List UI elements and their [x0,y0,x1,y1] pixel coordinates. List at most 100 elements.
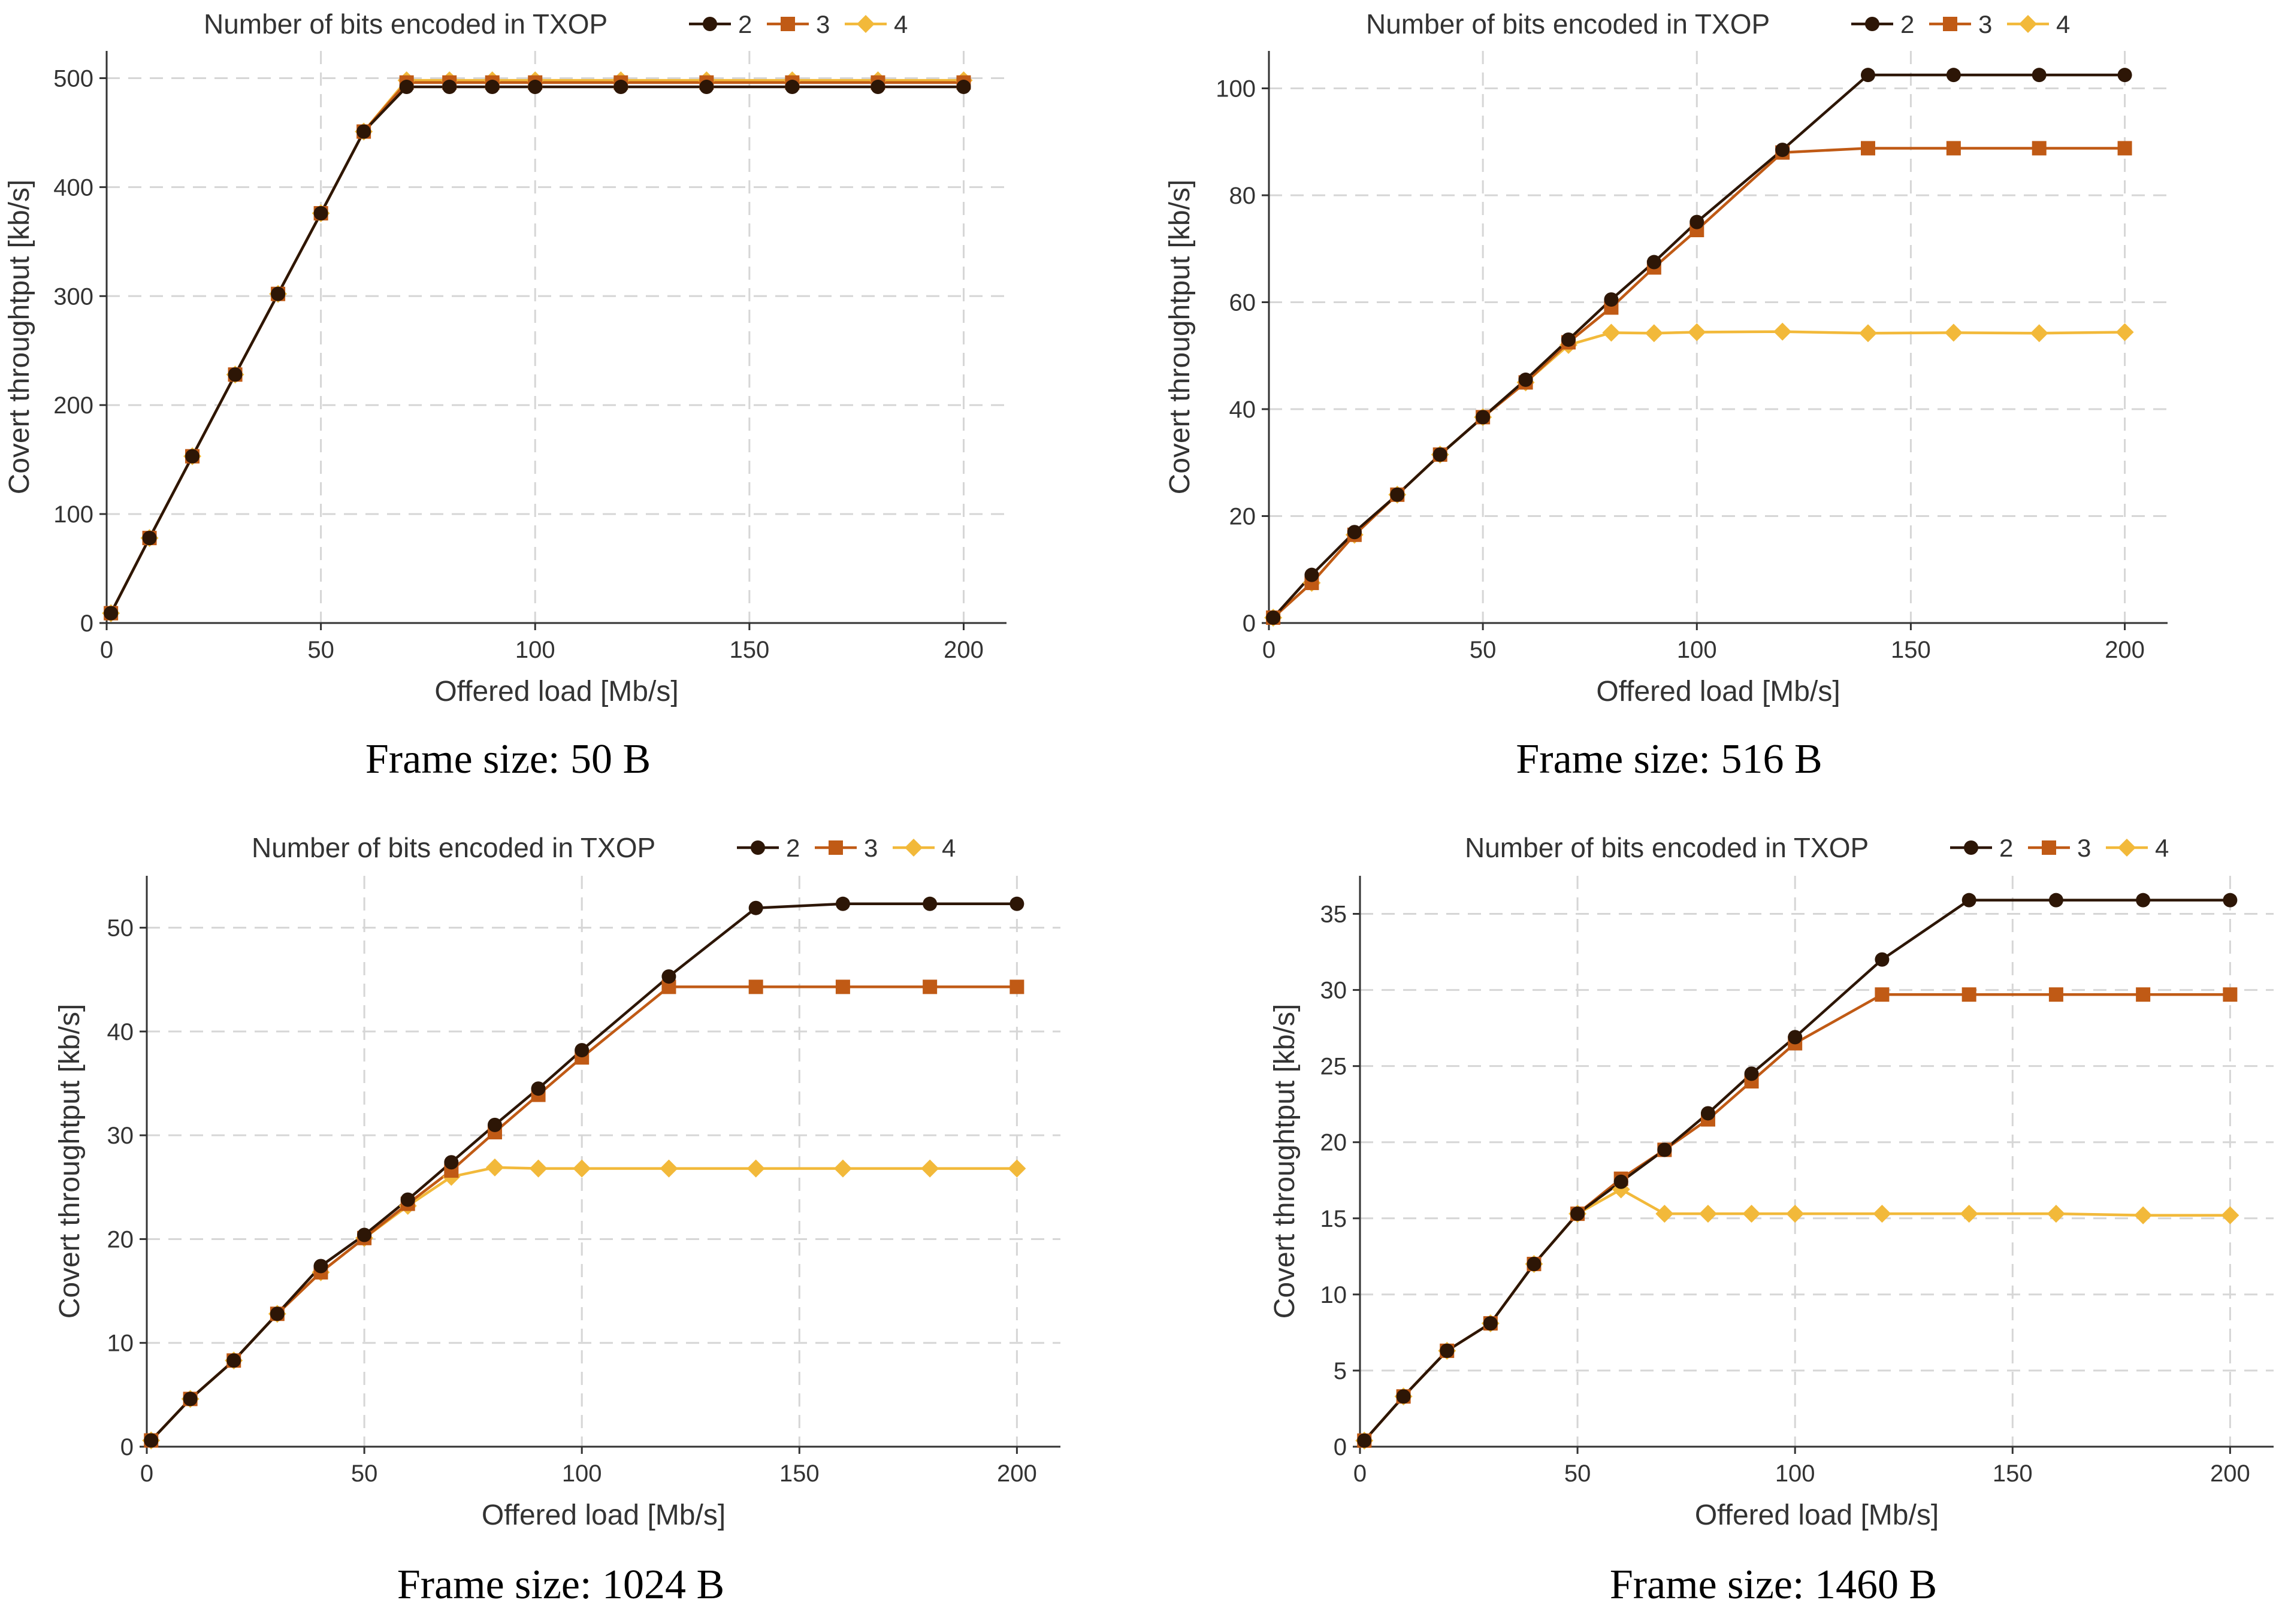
data-point-series-4 [1742,1205,1761,1223]
data-point-series-2 [785,80,800,95]
y-tick-label: 0 [1334,1434,1347,1460]
y-tick-label: 15 [1320,1206,1347,1232]
series-line-4 [150,1166,1017,1442]
data-point-series-3 [748,979,763,994]
data-point-series-4 [529,1159,548,1178]
data-point-series-2 [313,1259,328,1274]
data-point-series-2 [1604,292,1619,307]
legend-item-3: 3 [815,834,878,862]
data-point-series-4 [746,1159,765,1178]
legend-item-3: 3 [1929,10,1992,38]
data-point-series-2 [2117,68,2132,83]
data-point-series-2 [2136,893,2151,908]
y-axis-label: Covert throughtput [kb/s] [4,180,35,495]
legend-item-3: 3 [767,10,830,38]
legend-label: 2 [738,10,752,38]
y-axis-label: Covert throughtput [kb/s] [1269,1004,1301,1319]
y-tick-label: 10 [1320,1282,1347,1308]
x-tick-label: 100 [562,1460,602,1487]
y-tick-label: 40 [1229,397,1256,423]
data-point-series-2 [228,367,243,382]
data-point-series-4 [1873,1205,1891,1223]
data-point-series-2 [2032,68,2047,83]
data-point-series-4 [660,1159,678,1178]
legend-marker-4 [2118,839,2136,857]
x-tick-label: 200 [944,637,984,663]
data-point-series-2 [1946,68,1961,83]
data-point-series-2 [1518,372,1533,387]
data-point-series-2 [661,969,676,984]
data-point-series-4 [2030,324,2048,343]
legend-item-2: 2 [1851,10,1914,38]
data-point-series-2 [1266,610,1281,625]
y-tick-label: 100 [1216,75,1256,102]
data-point-series-2 [183,1392,198,1407]
data-point-series-2 [1570,1206,1585,1221]
data-point-series-2 [613,80,628,95]
data-point-series-2 [575,1043,590,1058]
data-point-series-2 [104,606,119,621]
data-point-series-3 [2048,987,2063,1002]
x-tick-label: 50 [351,1460,378,1487]
x-tick-label: 0 [1353,1460,1367,1487]
data-point-series-2 [528,80,543,95]
data-point-series-4 [1698,1205,1717,1223]
legend-marker-3 [829,840,843,855]
data-point-series-3 [1009,979,1024,994]
y-tick-label: 50 [107,915,134,942]
panel-caption: Frame size: 516 B [1516,736,1822,782]
data-point-series-2 [185,449,200,464]
data-point-series-2 [835,896,850,911]
legend-marker-3 [781,17,795,31]
data-point-series-2 [748,900,763,915]
chart-panel-frame-50: 0 100 200 300 400 500 0 50 100 150 200 Offered load… [4,8,1007,782]
y-tick-label: 100 [53,501,93,528]
x-tick-label: 200 [2105,637,2145,663]
legend-label: 4 [942,834,956,862]
data-point-series-4 [2134,1206,2153,1224]
legend-label: 3 [2077,834,2091,862]
data-point-series-2 [1432,447,1447,462]
legend-item-4: 4 [2106,834,2169,862]
x-axis-label: Offered load [Mb/s] [434,676,678,707]
data-point-series-2 [1009,896,1024,911]
data-point-series-2 [142,531,157,546]
data-point-series-4 [2221,1206,2239,1224]
x-tick-label: 0 [1262,637,1276,663]
data-point-series-3 [1875,987,1890,1002]
legend-item-4: 4 [893,834,956,862]
series-line-2 [1363,899,2230,1442]
legend-label: 2 [1999,834,2013,862]
data-point-series-4 [485,1158,504,1177]
data-point-series-2 [1476,410,1491,425]
data-point-series-2 [1657,1142,1672,1157]
panel-caption: Frame size: 50 B [365,736,651,782]
data-point-series-4 [1960,1205,1978,1223]
data-point-series-2 [270,1307,285,1321]
legend-item-4: 4 [845,10,908,38]
y-axis-label: Covert throughtput [kb/s] [1164,180,1196,495]
legend-marker-2 [1865,17,1879,31]
data-point-series-2 [271,286,286,301]
data-point-series-2 [485,80,500,95]
chart-panel-frame-1460: 0 5 10 15 20 25 30 35 0 50 100 150 200 Offered load [… [1269,832,2274,1608]
y-tick-label: 0 [120,1434,134,1460]
y-axis-label: Covert throughtput [kb/s] [54,1004,86,1319]
y-tick-label: 40 [107,1019,134,1045]
data-point-series-4 [1786,1205,1805,1223]
data-point-series-2 [1527,1257,1542,1272]
data-point-series-2 [1396,1389,1411,1404]
y-tick-label: 500 [53,65,93,92]
data-point-series-2 [1861,68,1875,83]
data-point-series-4 [1008,1159,1026,1178]
data-point-series-2 [1440,1343,1455,1358]
data-point-series-2 [2223,893,2238,908]
legend-label: 3 [1978,10,1992,38]
data-point-series-4 [1859,324,1877,343]
legend-marker-2 [1964,840,1978,855]
x-tick-label: 100 [1677,637,1717,663]
data-point-series-2 [923,896,938,911]
data-point-series-4 [1773,322,1792,341]
legend-label: 4 [2155,834,2169,862]
data-point-series-3 [1861,141,1875,156]
